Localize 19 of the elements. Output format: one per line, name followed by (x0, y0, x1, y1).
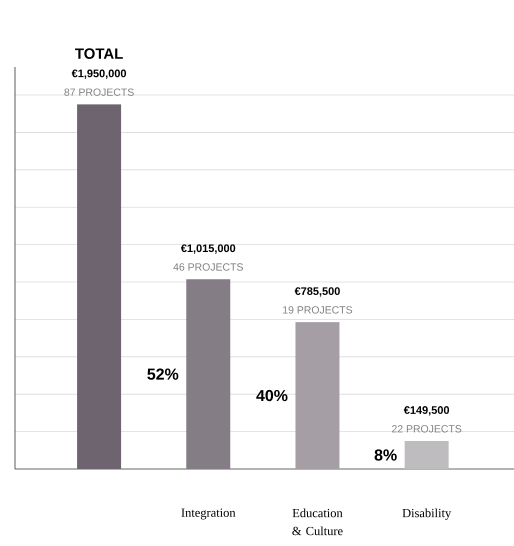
annotation: 46 PROJECTS (173, 263, 243, 271)
x-tick-label: Education & Culture (292, 508, 343, 536)
data-label: €1,950,000 (72, 70, 126, 79)
bar (404, 441, 449, 469)
x-tick-label: Disability (402, 508, 452, 520)
x-tick-label: Integration (181, 508, 236, 520)
data-label: €149,500 (404, 406, 450, 416)
x-tick-label: TOTAL (75, 48, 123, 59)
bar (295, 322, 340, 469)
annotation: 52% (147, 368, 178, 380)
annotation: 87 PROJECTS (64, 88, 134, 96)
bar (77, 104, 122, 469)
data-label: €785,500 (294, 287, 340, 297)
bar (186, 279, 230, 469)
data-label: €1,015,000 (180, 244, 236, 254)
annotation: 22 PROJECTS (392, 425, 462, 433)
annotation: 40% (256, 390, 288, 402)
annotation: 8% (374, 449, 397, 461)
annotation: 19 PROJECTS (283, 306, 352, 314)
